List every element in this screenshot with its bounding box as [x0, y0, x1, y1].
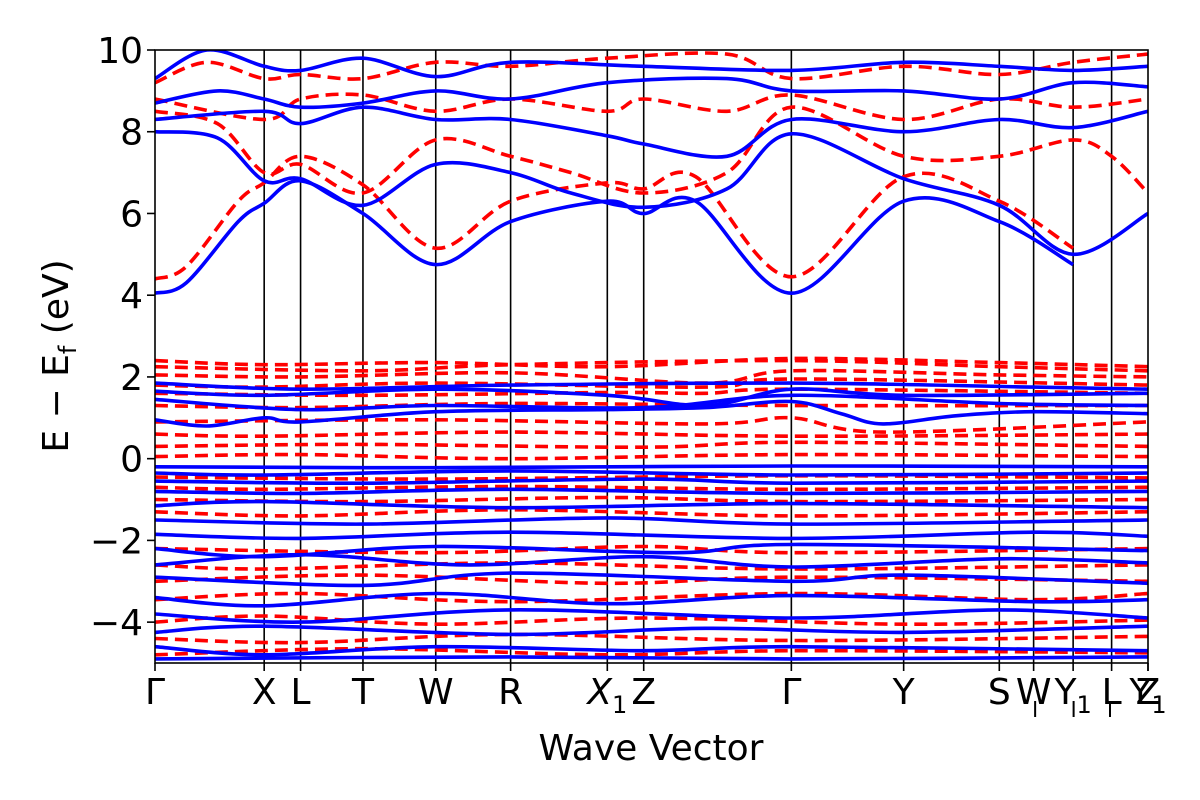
- band-line: [155, 473, 1148, 481]
- plot-frame: [154, 49, 1149, 664]
- band-line: [155, 464, 1148, 470]
- band-line: [155, 399, 1148, 428]
- x-tick-label: X1: [585, 672, 627, 719]
- band-line: [155, 50, 1148, 81]
- x-tick-label-text: Γ: [781, 672, 801, 713]
- x-tick-label-text: S: [988, 672, 1011, 713]
- x-tick-label: L: [291, 672, 311, 713]
- band-line: [155, 608, 1148, 624]
- x-tick-label: W: [418, 672, 454, 713]
- high-symmetry-lines: [263, 50, 1113, 663]
- x-axis: Γ X L T W R X1 Z Γ Y S W Y1 L Y1Z: [145, 663, 1167, 719]
- band-line: [155, 154, 1075, 281]
- band-line: [155, 499, 1148, 510]
- x-tick-label: Γ: [781, 672, 801, 713]
- band-line: [155, 477, 1148, 486]
- x-tick-label-text: R: [498, 672, 523, 713]
- y-tick-label: −4: [90, 603, 143, 644]
- band-line: [155, 516, 1148, 526]
- band-line: [155, 644, 1148, 657]
- band-line: [155, 415, 1148, 434]
- y-tick-label: 0: [120, 440, 143, 481]
- band-line: [155, 624, 1148, 637]
- x-tick-label: R: [498, 672, 523, 713]
- x-tick-label-subscript: 1: [612, 691, 627, 719]
- band-line: [155, 356, 1148, 369]
- x-tick-label-text: X: [585, 672, 613, 713]
- x-tick-label: T: [351, 672, 375, 713]
- band-line: [155, 614, 1148, 627]
- band-line: [155, 401, 1148, 410]
- band-line: [155, 51, 1148, 85]
- band-line: [155, 381, 1148, 392]
- band-line: [155, 573, 1148, 586]
- x-tick-label-text: W: [418, 672, 454, 713]
- x-tick-label-text: X: [252, 672, 277, 713]
- y-tick-label: 4: [120, 276, 143, 317]
- x-tick-label-subscript: 1: [1076, 691, 1091, 719]
- y-axis-title-main: E − E: [36, 354, 77, 453]
- y-tick-label: 2: [120, 358, 143, 399]
- band-line: [155, 440, 1148, 450]
- band-line: [155, 646, 1148, 657]
- band-line: [155, 571, 1148, 588]
- band-line: [155, 655, 1148, 661]
- x-tick-label-text: Y: [892, 672, 916, 713]
- band-line: [155, 591, 1148, 604]
- y-axis-title-unit: (eV): [36, 259, 77, 345]
- band-line: [155, 358, 1148, 373]
- y-tick-label: 10: [97, 31, 143, 72]
- band-line: [155, 178, 1075, 295]
- x-tick-label-text: Z: [631, 672, 656, 713]
- band-line: [155, 105, 1148, 159]
- x-tick-label-text: T: [351, 672, 375, 713]
- x-tick-label: L: [1102, 672, 1122, 713]
- x-tick-label: X: [252, 672, 277, 713]
- y-axis-title: E − Ef (eV): [36, 259, 82, 452]
- band-line: [155, 387, 1148, 398]
- x-tick-label: S: [988, 672, 1011, 713]
- band-line: [155, 561, 1148, 571]
- band-line: [155, 105, 1148, 196]
- band-line: [155, 530, 1148, 541]
- band-line: [155, 452, 1148, 461]
- x-tick-label-text: Y: [1128, 672, 1152, 713]
- band-line: [155, 469, 1148, 477]
- x-tick-label: Y1: [1128, 672, 1166, 719]
- band-line: [155, 430, 1148, 439]
- y-axis: 10 8 6 4 2 0 −2 −4: [90, 31, 155, 644]
- series-spin-up: [155, 50, 1148, 661]
- bands-layer: [155, 50, 1148, 661]
- band-line: [155, 508, 1148, 518]
- x-tick-label-text: Γ: [145, 672, 165, 713]
- x-tick-label: Γ: [145, 672, 165, 713]
- band-line: [155, 129, 1148, 257]
- y-tick-label: 6: [120, 194, 143, 235]
- band-line: [155, 76, 1148, 110]
- x-tick-label-text: L: [291, 672, 311, 713]
- band-line: [155, 591, 1148, 608]
- x-tick-label: Y: [892, 672, 916, 713]
- band-line: [155, 544, 1148, 555]
- band-line: [155, 484, 1148, 492]
- series-spin-down: [155, 51, 1148, 657]
- y-tick-label: 8: [120, 113, 143, 154]
- band-line: [155, 487, 1148, 496]
- x-tick-label-text: W: [1016, 672, 1052, 713]
- y-axis-title-subscript: f: [54, 345, 82, 354]
- x-tick-label: Z: [1136, 672, 1161, 713]
- band-line: [155, 393, 1148, 412]
- band-line: [155, 387, 1148, 408]
- x-tick-label: W: [1016, 672, 1052, 713]
- x-tick-label-text: Z: [1136, 672, 1161, 713]
- band-line: [155, 542, 1148, 559]
- x-tick-label-text: L: [1102, 672, 1122, 713]
- x-tick-label: Z: [631, 672, 656, 713]
- y-tick-label: −2: [90, 521, 143, 562]
- x-axis-title: Wave Vector: [539, 728, 764, 769]
- x-tick-label-subscript: 1: [1151, 691, 1166, 719]
